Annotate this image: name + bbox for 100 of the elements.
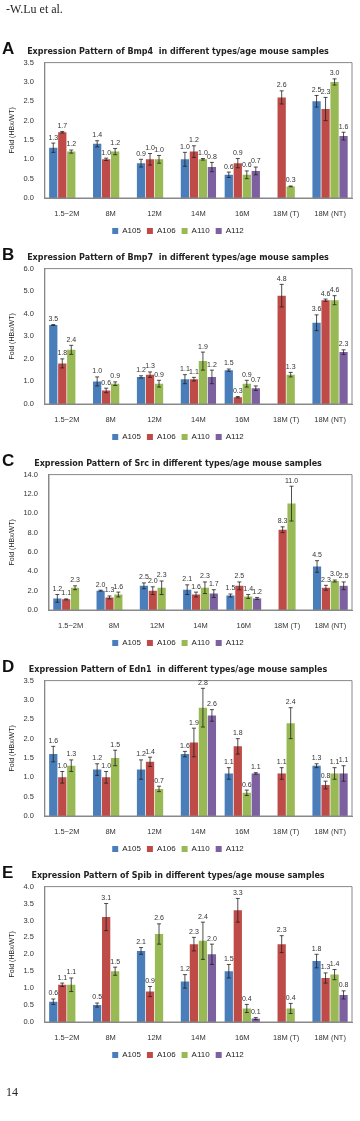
bar — [136, 163, 146, 198]
bar — [233, 910, 242, 1022]
chart-title: Expression Pattern of Src in different types/age mouse samples — [34, 458, 323, 468]
bar — [339, 136, 348, 198]
legend-label: A112 — [225, 432, 245, 442]
bar — [224, 773, 233, 816]
bar — [330, 773, 339, 816]
bar — [330, 974, 339, 1022]
legend-label: A105 — [122, 1050, 142, 1060]
chart-title: Expression Pattern of Bmp4 in different types/age mouse samples — [27, 46, 330, 56]
bar — [180, 981, 190, 1022]
bar — [321, 109, 330, 198]
bar — [58, 984, 67, 1022]
bar — [330, 81, 339, 198]
legend-label: A106 — [156, 1050, 177, 1060]
bar — [67, 151, 76, 198]
bar — [224, 370, 233, 404]
bar — [330, 580, 339, 610]
legend-label: A110 — [191, 226, 211, 236]
bar — [49, 754, 58, 816]
legend-label: A105 — [122, 432, 142, 442]
text: D — [2, 657, 15, 677]
bar — [154, 933, 164, 1022]
bar — [207, 715, 217, 816]
legend-label: A106 — [156, 638, 177, 648]
text: B — [2, 245, 15, 265]
legend-label: A105 — [122, 844, 142, 854]
bar — [277, 97, 286, 198]
bar — [207, 954, 217, 1022]
bar — [111, 757, 120, 816]
bar — [180, 754, 190, 816]
bar — [67, 349, 76, 404]
bar — [93, 769, 102, 816]
bar — [198, 159, 208, 198]
bar — [251, 170, 260, 198]
bar — [339, 994, 348, 1022]
bar — [189, 742, 199, 816]
bar — [339, 352, 348, 404]
legend-label: A112 — [225, 226, 245, 236]
chart-title: Expression Pattern of Bmp7 in different types/age mouse samples — [27, 252, 330, 262]
bar — [145, 761, 155, 816]
legend-label: A112 — [225, 1050, 245, 1060]
legend-label: A105 — [122, 638, 142, 648]
bar — [49, 325, 58, 404]
bar — [339, 585, 348, 610]
bar — [312, 322, 321, 404]
legend-label: A110 — [191, 1050, 211, 1060]
bar — [102, 777, 111, 816]
legend-label: A106 — [156, 844, 177, 854]
bar — [312, 566, 322, 610]
legend-label: A105 — [122, 226, 142, 236]
bar — [277, 944, 286, 1022]
bar — [67, 984, 76, 1022]
bar — [339, 773, 348, 816]
bar — [226, 595, 235, 610]
bar — [251, 773, 260, 816]
text: 14 — [5, 1084, 19, 1101]
bar — [286, 723, 295, 816]
bar — [58, 777, 67, 816]
bar — [111, 151, 120, 198]
bar — [58, 132, 67, 198]
bar — [105, 597, 114, 610]
legend-label: A106 — [156, 226, 177, 236]
bar — [233, 746, 242, 816]
bar — [102, 159, 111, 198]
bar — [321, 300, 330, 404]
legend-label: A110 — [191, 432, 211, 442]
bar — [111, 971, 120, 1022]
bar — [154, 159, 164, 198]
bar — [312, 101, 321, 198]
legend-label: A110 — [191, 638, 211, 648]
text: C — [2, 451, 15, 471]
bar — [136, 950, 146, 1022]
bar — [321, 785, 330, 816]
bar — [233, 163, 242, 198]
legend-label: A110 — [191, 844, 211, 854]
legend-label: A112 — [225, 844, 245, 854]
bar — [224, 971, 233, 1022]
bar — [277, 773, 286, 816]
legend-label: A106 — [156, 432, 177, 442]
bar — [58, 363, 67, 404]
bar — [312, 765, 321, 816]
text: E — [2, 863, 14, 883]
bar — [198, 707, 208, 816]
bar — [93, 143, 102, 198]
chart-title: Expression Pattern of Edn1 in different types/age mouse samples — [28, 664, 328, 674]
bar — [189, 151, 199, 198]
text: -W.Lu et al. — [5, 1, 64, 18]
bar — [189, 944, 199, 1022]
bar — [277, 295, 286, 404]
bar — [49, 147, 58, 198]
legend-label: A112 — [225, 638, 245, 648]
bar — [67, 765, 76, 816]
bar — [312, 961, 321, 1022]
text: A — [2, 39, 15, 59]
bar — [287, 503, 296, 610]
bar — [330, 300, 339, 404]
bar — [321, 978, 330, 1022]
bar — [278, 529, 287, 610]
bar — [102, 917, 111, 1022]
